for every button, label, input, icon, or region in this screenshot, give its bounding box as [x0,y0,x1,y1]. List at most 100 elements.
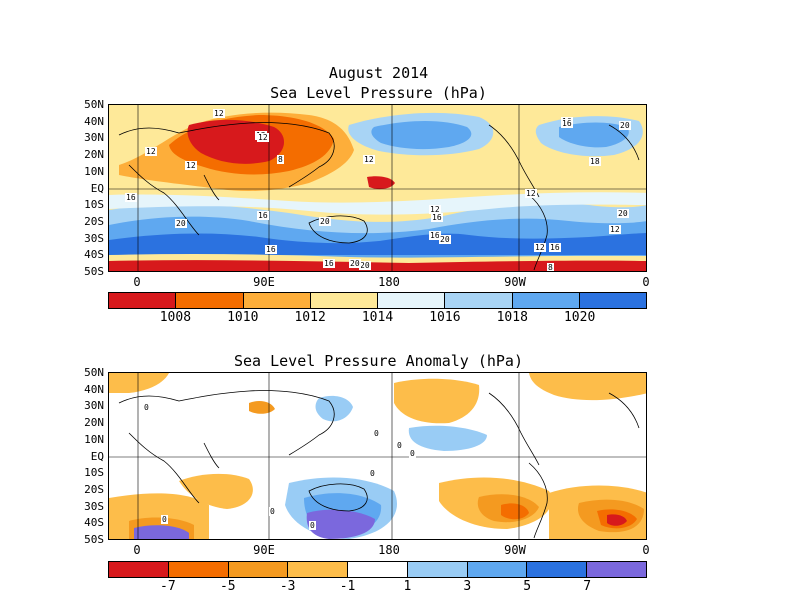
contour-label: 16 [125,193,137,202]
colorbar-label: 1008 [159,310,192,325]
slp-region-1008-south [109,260,646,271]
latitude-label: 30N [84,399,104,413]
map2-title: Sea Level Pressure Anomaly (hPa) [234,352,523,370]
anomaly-neg1-atlantic [529,373,646,401]
colorbar-swatch [527,562,588,577]
slp-colorbar [108,292,647,309]
contour-label: 20 [349,259,361,268]
latitude-label: 40N [84,114,104,128]
colorbar-swatch [176,293,244,308]
slp-map-svg [109,105,646,271]
contour-label: 16 [257,211,269,220]
colorbar-label: -1 [339,579,356,594]
contour-label: 8 [547,263,554,272]
slp-region-1016 [109,192,646,215]
longitude-label: 0 [133,543,141,557]
slp-region-high [109,233,646,255]
colorbar-swatch [168,562,229,577]
latitude-label: EQ [90,181,104,195]
anomaly-colorbar [108,561,647,578]
colorbar-label: 1018 [496,310,528,325]
longitude-label: 0 [133,275,141,289]
latitude-label: 30N [84,131,104,145]
anomaly-coastlines [118,390,640,539]
longitude-label: 0 [642,543,650,557]
slp-coastlines [118,122,640,271]
anomaly-neg1-nw [109,373,169,393]
colorbar-swatch [109,293,177,308]
anomaly-pos1-pacific [408,425,487,451]
longitude-label: 0 [642,275,650,289]
colorbar-swatch [445,293,513,308]
colorbar-label: 1012 [294,310,326,325]
colorbar-label: 5 [523,579,532,594]
anomaly-neg7-south-atlantic [607,514,627,526]
colorbar-label: 3 [463,579,472,594]
longitude-label: 180 [378,543,400,557]
colorbar-label: 1010 [227,310,259,325]
anomaly-neg3-asia [249,401,275,414]
longitude-label: 90E [253,275,275,289]
contour-label: 0 [269,507,276,516]
colorbar-label: 1020 [563,310,596,325]
latitude-label: 20N [84,148,104,162]
latitude-label: 40S [84,248,104,262]
colorbar-swatch [348,562,408,577]
slp-region-1008-asia [187,119,285,164]
contour-label: 12 [145,147,157,156]
colorbar-swatch [243,293,311,308]
contour-label: 16 [265,245,277,254]
colorbar-label: 1 [403,579,412,594]
colorbar-swatch [587,562,647,577]
colorbar-swatch [109,562,169,577]
contour-label: 16 [431,213,443,222]
latitude-label: 20S [84,482,104,496]
contour-label: 0 [161,515,168,524]
longitude-label: 90W [504,275,526,289]
slp-anomaly-map-svg [109,373,646,539]
latitude-label: 10N [84,164,104,178]
latitude-label: 40S [84,516,104,530]
anomaly-neg1-pacific [394,378,480,424]
latitude-label: 20S [84,214,104,228]
contour-label: 0 [309,521,316,530]
contour-label: 16 [549,243,561,252]
colorbar-label: 1014 [361,310,394,325]
contour-label: 12 [429,205,441,214]
latitude-label: 50S [84,533,104,546]
contour-label: 12 [609,225,621,234]
anomaly-neg5-south-pacific [501,503,529,520]
contour-label: 12 [525,189,537,198]
latitude-label: 10N [84,432,104,446]
contour-label: 0 [373,429,380,438]
contour-label: 20 [619,121,631,130]
anomaly-pos1-north [315,395,353,422]
contour-label: 20 [617,209,629,218]
contour-label: 16 [429,231,441,240]
contour-label: 8 [277,155,284,164]
latitude-label: 20N [84,416,104,430]
colorbar-swatch [512,293,580,308]
colorbar-label: 1016 [429,310,461,325]
anomaly-neg1-indian [179,473,253,509]
colorbar-swatch [407,562,468,577]
contour-label: 0 [369,469,376,478]
colorbar-label: -3 [279,579,296,594]
latitude-label: 40N [84,382,104,396]
anomaly-gridlines [109,373,646,539]
slp-region-low-patch [367,176,395,190]
colorbar-swatch [228,562,289,577]
contour-label: 20 [319,217,331,226]
contour-label: 12 [534,243,546,252]
colorbar-label: -5 [219,579,236,594]
latitude-label: 30S [84,231,104,245]
longitude-label: 90W [504,543,526,557]
contour-label: 20 [175,219,187,228]
contour-label: 12 [363,155,375,164]
anomaly-pos7-australia [306,509,375,539]
latitude-label: 30S [84,499,104,513]
colorbar-label: -7 [160,579,176,594]
latitude-label: EQ [90,449,104,463]
latitude-label: 50N [84,98,104,111]
